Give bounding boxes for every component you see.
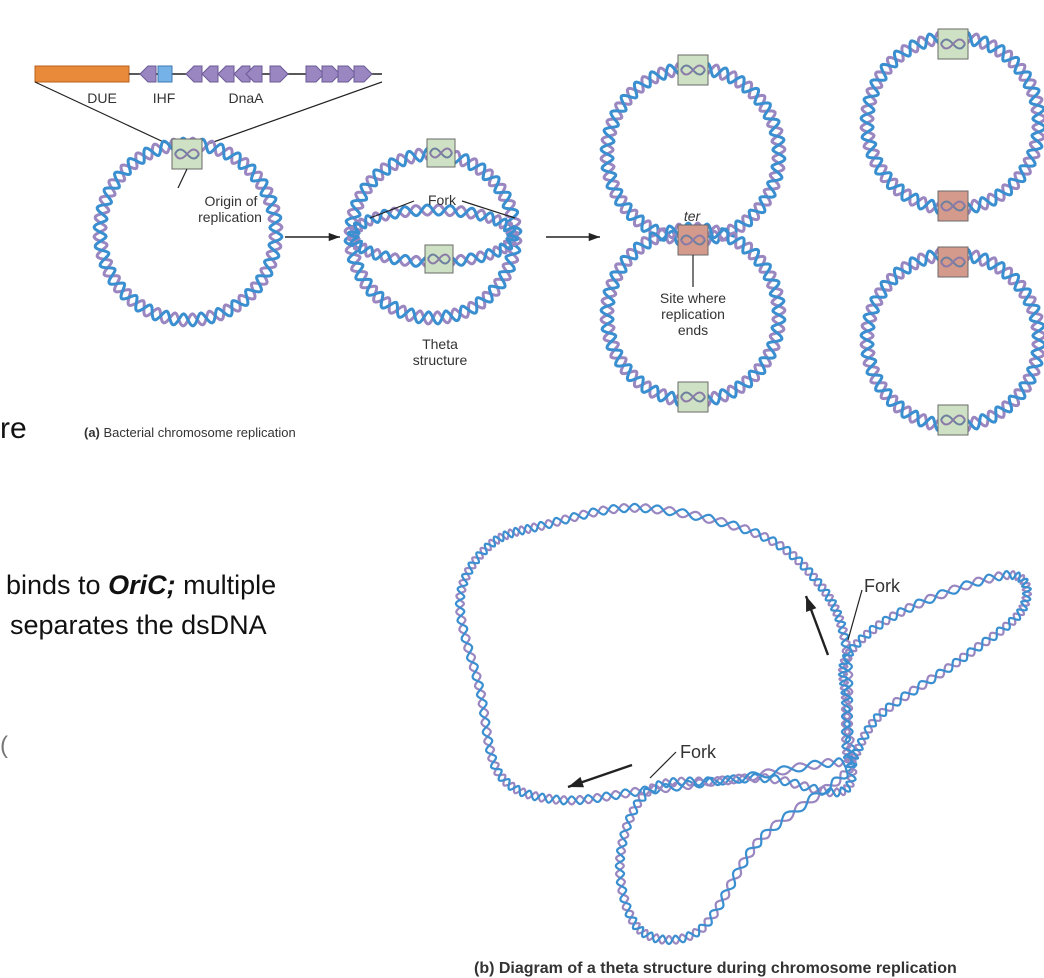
- dnaa-box-left-5: [245, 65, 263, 83]
- dnaa-box-right-0: [269, 65, 289, 83]
- chromosome-1-strand-a: [92, 136, 284, 328]
- dnaa-label: DnaA: [228, 90, 264, 106]
- fork-pointer-top: [847, 589, 863, 641]
- ihf-site: [157, 65, 173, 83]
- theta-label-line1: Theta: [422, 336, 458, 352]
- slide-fragment-re: re: [0, 412, 27, 445]
- slide-fragment-edge: (: [0, 732, 8, 759]
- site-label-line2: replication: [661, 306, 725, 322]
- origin-box-daughter-bottom-helix-b: [940, 414, 966, 426]
- caption-b: (b) Diagram of a theta structure during …: [474, 960, 957, 978]
- origin-label-line1: Origin of: [204, 193, 258, 209]
- fork-pointer-left: [369, 200, 415, 219]
- theta-outer-strand-b: [343, 146, 523, 326]
- fork-label-theta: Fork: [428, 192, 456, 208]
- origin-box-fig8-top-helix-b: [680, 64, 706, 76]
- step-arrow-2-head: [588, 232, 600, 242]
- ihf-label: IHF: [152, 90, 176, 106]
- dnaa-box-left-1: [185, 65, 203, 83]
- caption-a-text: Bacterial chromosome replication: [99, 425, 296, 440]
- origin-box-theta-bottom-helix-b: [427, 253, 451, 265]
- slide-line-1-emphasis: OriC;: [108, 570, 176, 600]
- ter-box-daughter-bottom: [937, 246, 969, 278]
- ter-label: ter: [683, 208, 701, 224]
- dnaa-box-right-1: [305, 65, 325, 83]
- site-label-line1: Site where: [659, 290, 727, 306]
- slide-line-2: separates the dsDNA: [10, 610, 267, 640]
- step-arrow-1-head: [328, 232, 340, 242]
- dnaa-box-right-2: [321, 65, 341, 83]
- origin-label-line2: replication: [198, 209, 262, 225]
- origin-box-fig8-bottom-helix-b: [680, 391, 706, 403]
- ter-box-daughter-top-helix-b: [940, 200, 966, 212]
- slide-line-1: binds to OriC; multiple: [6, 570, 276, 601]
- slide-line-1-prefix: binds to: [6, 570, 109, 600]
- due-label: DUE: [87, 90, 117, 106]
- bottom-loop-strand-a: [614, 757, 855, 946]
- fork-arrow-top-head: [806, 596, 817, 612]
- dnaa-box-left-2: [201, 65, 219, 83]
- dnaa-box-left-0: [139, 65, 157, 83]
- site-label-line3: ends: [677, 322, 709, 338]
- origin-pointer: [177, 168, 188, 189]
- dnaa-box-right-4: [353, 65, 373, 83]
- fork-arrow-bottom-head: [568, 776, 584, 788]
- fork-label-top: Fork: [864, 576, 900, 596]
- ter-box-daughter-bottom-helix-b: [940, 256, 966, 268]
- caption-a: (a) Bacterial chromosome replication: [84, 425, 296, 440]
- theta-label-line2: structure: [412, 352, 468, 368]
- origin-box-theta-top-helix-b: [429, 147, 453, 159]
- origin-box-1-helix-b: [174, 148, 200, 160]
- fork-pointer-right: [461, 200, 516, 219]
- dnaa-box-left-3: [217, 65, 235, 83]
- due-region: [34, 65, 130, 83]
- origin-box-daughter-top-helix-b: [940, 38, 966, 50]
- big-loop-strand-b: [455, 502, 858, 806]
- theta-outer-strand-a: [343, 146, 523, 326]
- zoom-line-right: [204, 81, 383, 146]
- dnaa-box-right-3: [337, 65, 357, 83]
- right-loop-strand-a: [837, 570, 1033, 766]
- slide-line-1-suffix: multiple: [175, 570, 277, 600]
- big-loop-strand-a: [454, 502, 858, 806]
- caption-a-letter: (a): [84, 425, 100, 440]
- fork-label-bottom: Fork: [680, 742, 716, 762]
- fork-pointer-bottom: [649, 751, 677, 779]
- caption-b-text: (b) Diagram of a theta structure during …: [474, 960, 957, 977]
- ter-box-helix-b: [680, 234, 706, 246]
- zoom-line-left: [34, 81, 171, 146]
